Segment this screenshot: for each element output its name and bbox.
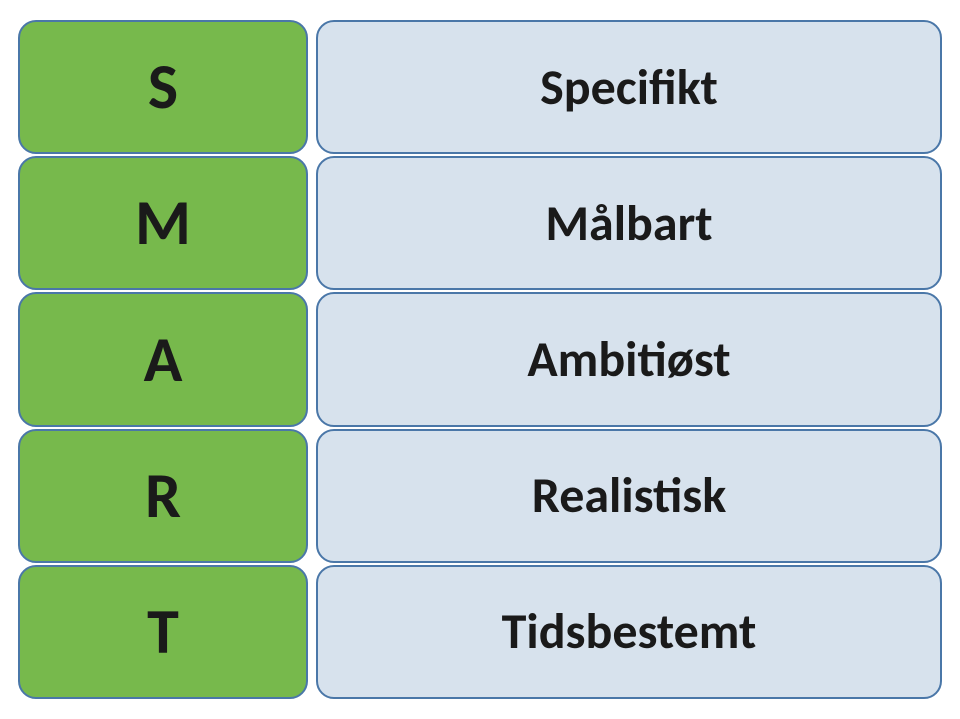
desc-text: Specifikt bbox=[540, 57, 718, 118]
smart-row: M Målbart bbox=[18, 156, 942, 290]
desc-text: Målbart bbox=[545, 193, 712, 254]
desc-box-t: Tidsbestemt bbox=[316, 565, 942, 699]
smart-row: T Tidsbestemt bbox=[18, 565, 942, 699]
letter-text: M bbox=[135, 184, 191, 262]
letter-box-m: M bbox=[18, 156, 308, 290]
letter-box-t: T bbox=[18, 565, 308, 699]
letter-box-r: R bbox=[18, 429, 308, 563]
letter-text: S bbox=[148, 48, 178, 126]
desc-box-a: Ambitiøst bbox=[316, 292, 942, 426]
smart-row: R Realistisk bbox=[18, 429, 942, 563]
smart-row: A Ambitiøst bbox=[18, 292, 942, 426]
desc-box-r: Realistisk bbox=[316, 429, 942, 563]
letter-box-a: A bbox=[18, 292, 308, 426]
letter-text: R bbox=[145, 457, 181, 535]
letter-box-s: S bbox=[18, 20, 308, 154]
desc-text: Tidsbestemt bbox=[502, 601, 757, 662]
desc-text: Ambitiøst bbox=[527, 329, 730, 390]
smart-row: S Specifikt bbox=[18, 20, 942, 154]
desc-box-m: Målbart bbox=[316, 156, 942, 290]
desc-box-s: Specifikt bbox=[316, 20, 942, 154]
smart-diagram: S Specifikt M Målbart A Ambitiøst R Real… bbox=[18, 20, 942, 699]
desc-text: Realistisk bbox=[532, 465, 726, 526]
letter-text: A bbox=[144, 321, 183, 399]
letter-text: T bbox=[147, 593, 179, 671]
